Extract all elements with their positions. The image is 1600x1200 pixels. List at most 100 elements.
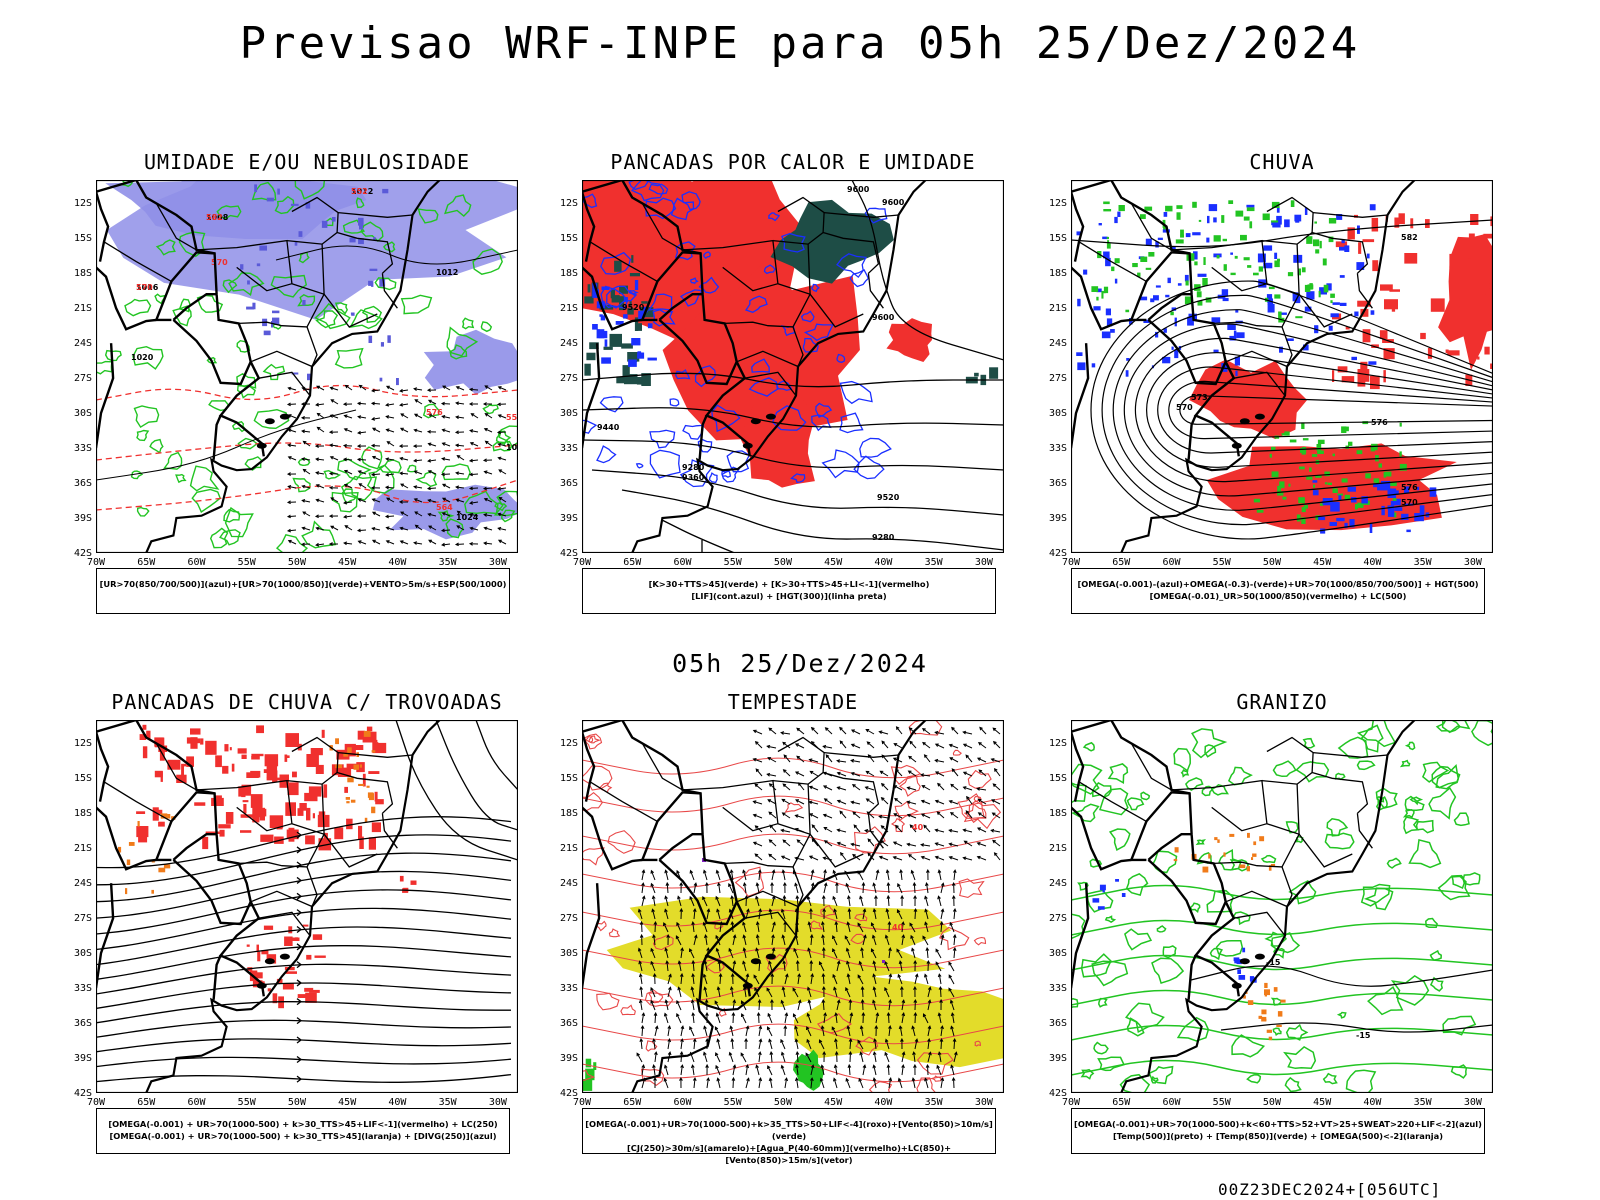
longitude-label: 70W	[1061, 557, 1081, 568]
contour-label: 9600	[872, 313, 895, 322]
latitude-label: 24S	[73, 338, 92, 350]
lagoon	[1231, 982, 1242, 989]
state-border	[306, 326, 318, 367]
streamline-850hPa	[582, 909, 1004, 931]
latitude-label: 42S	[559, 1088, 578, 1099]
lagoon	[742, 442, 753, 449]
longitude-label: 55W	[237, 1097, 256, 1108]
secondary-timestamp: 05h 25/Dez/2024	[672, 649, 928, 678]
country-border	[96, 806, 157, 871]
country-border	[582, 266, 643, 331]
panel-legend: [OMEGA(-0.001)+UR>70(1000-500)+k<60+TTS>…	[1071, 1108, 1485, 1154]
streamline	[96, 982, 512, 1010]
latitude-label: 39S	[73, 1053, 92, 1065]
contour-label: 9440	[597, 423, 620, 432]
longitude-label: 35W	[1413, 1097, 1432, 1108]
map-panel-chuva: CHUVA 582 576 576 573 570 570 12S 15S 18S 21S 24S 27…	[975, 150, 1493, 630]
longitude-label: 60W	[1162, 557, 1181, 568]
country-border	[582, 731, 596, 802]
latitude-label: 36S	[1048, 1018, 1067, 1030]
longitude-label: 70W	[572, 1097, 592, 1108]
longitude-label: 65W	[1112, 557, 1131, 568]
streamline-850hPa	[582, 833, 1004, 855]
height-contour	[1123, 323, 1493, 497]
latitude-label: 33S	[559, 443, 578, 455]
temperature-850-contour	[1071, 954, 1493, 971]
strong-ascent-cells	[1243, 982, 1286, 1041]
state-border	[724, 833, 811, 868]
streamline	[96, 1056, 512, 1068]
country-border	[582, 191, 596, 262]
country-border	[1147, 319, 1227, 386]
streamline	[96, 852, 512, 903]
humidity-upper-area	[423, 329, 518, 395]
state-border	[736, 350, 799, 368]
latitude-label: 42S	[559, 548, 578, 559]
state-border	[792, 866, 804, 907]
latitude-label: 24S	[1048, 878, 1067, 890]
lagoon	[1239, 418, 1250, 425]
longitude-label: 30W	[974, 1097, 993, 1108]
country-border	[1147, 292, 1192, 321]
legend-line: [Temp(500)](preto) + [Temp(850)](verde) …	[1112, 1131, 1444, 1141]
state-border	[744, 911, 797, 936]
panel-title: TEMPESTADE	[727, 690, 859, 714]
state-border	[103, 781, 172, 822]
streamline	[96, 1038, 512, 1053]
lagoon	[279, 953, 290, 960]
longitude-label: 60W	[673, 557, 692, 568]
geopotential-contour	[582, 439, 1004, 471]
wind-vectors-850hPa	[636, 868, 958, 1089]
country-border	[1071, 883, 1090, 989]
latitude-label: 33S	[73, 443, 92, 455]
map-panel-tempestade: TEMPESTADE 40 40 12S 15S 18S 21S 24S 27S 30S 33S 36…	[486, 690, 1004, 1170]
latitude-label: 42S	[73, 1088, 92, 1099]
contour-label: 564	[436, 503, 453, 512]
lifted-index-cells	[592, 280, 657, 367]
latitude-label: 12S	[73, 198, 92, 210]
lagoon	[264, 958, 275, 965]
country-border	[212, 415, 222, 460]
country-border	[658, 859, 738, 926]
latitude-label: 27S	[73, 373, 92, 385]
geopotential-contour	[701, 540, 703, 553]
temperature-850-contour	[1071, 884, 1493, 901]
state-border	[1225, 890, 1288, 908]
longitude-label: 40W	[1363, 557, 1382, 568]
latitude-label: 15S	[73, 773, 92, 785]
latitude-label: 39S	[559, 513, 578, 525]
panel-title: CHUVA	[1249, 150, 1315, 174]
height-contour	[1112, 309, 1493, 511]
contour-label: 576	[1401, 483, 1418, 492]
map-base	[96, 180, 442, 553]
longitude-label: 65W	[137, 557, 156, 568]
lagoon	[750, 418, 761, 425]
state-border	[1171, 239, 1268, 292]
state-border	[1281, 866, 1293, 907]
contour-label: 570	[1401, 498, 1418, 507]
streamline-850hPa	[582, 871, 1004, 893]
latitude-label: 15S	[73, 233, 92, 245]
latitude-label: 27S	[559, 913, 578, 925]
height-contour	[1145, 352, 1493, 468]
state-border	[323, 293, 378, 328]
legend-line: [OMEGA(-0.001) + UR>70(1000-500) + k>30_…	[108, 1119, 498, 1129]
latitude-label: 27S	[1048, 913, 1067, 925]
legend-line: [OMEGA(-0.001)+UR>70(1000-500)+k<60+TTS>…	[1074, 1119, 1482, 1129]
latitude-label: 33S	[559, 983, 578, 995]
legend-line: [LIF](cont.azul) + [HGT(300)](linha pret…	[691, 591, 887, 601]
state-border	[772, 736, 825, 785]
state-border	[1078, 781, 1147, 822]
contour-label: 582	[1401, 233, 1418, 242]
geopotential-contour	[851, 180, 1004, 361]
streamline	[435, 720, 518, 831]
longitude-label: 60W	[187, 1097, 206, 1108]
coastline	[631, 720, 928, 1093]
contour-label: 570	[1176, 403, 1193, 412]
state-border	[867, 813, 884, 849]
contour-label: 9600	[882, 198, 905, 207]
streamline-850hPa	[582, 1061, 1004, 1083]
streamline	[96, 1001, 511, 1024]
state-border	[238, 293, 325, 328]
panel-title: GRANIZO	[1236, 690, 1328, 714]
